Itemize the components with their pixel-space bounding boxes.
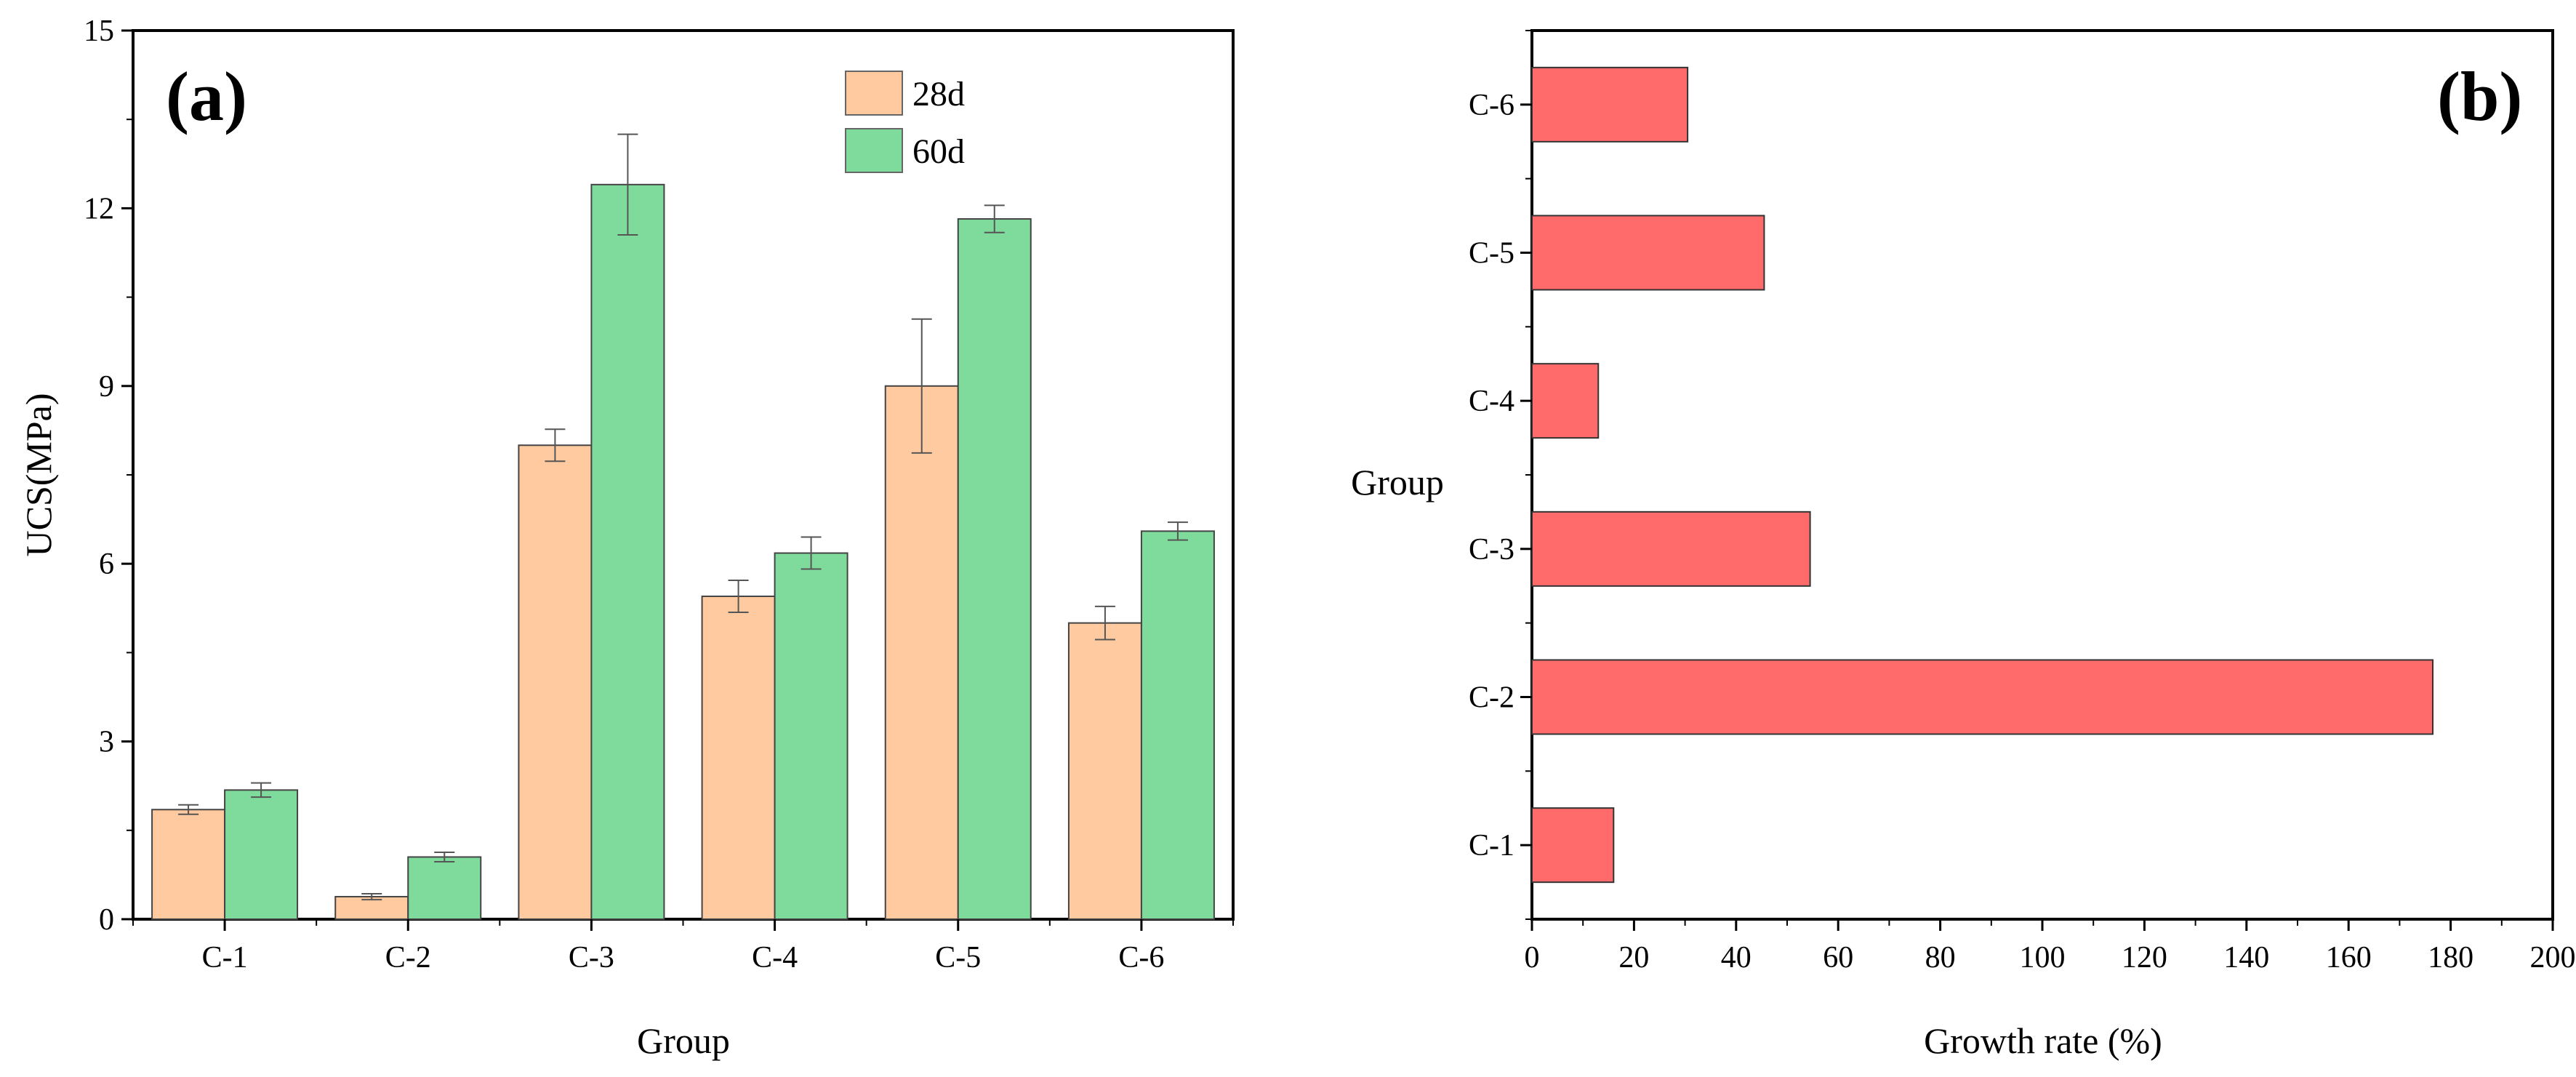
y-tick-label-15: 15 [84,15,114,48]
x-tick-label-C-4: C-4 [752,941,798,974]
bar-growth-C-5 [1531,215,1765,291]
bar-60d-C-6 [1140,530,1215,920]
panel-a-x-axis-title: Group [637,1020,730,1061]
x-tick-label-160: 160 [2326,941,2372,974]
panel-a-label: (a) [166,57,247,135]
panel-a-x-ticks: C-1 C-2 C-3 C-4 C-5 C-6 [132,919,1234,974]
x-tick-label-0: 0 [1525,941,1540,974]
y-tick-label-9: 9 [99,370,114,404]
bar-growth-C-1 [1531,807,1615,884]
y-tick-label-12: 12 [84,192,114,225]
y-tick-label-C-5: C-5 [1469,237,1514,271]
x-tick-label-80: 80 [1925,941,1956,974]
panel-b-growth-chart: 0 20 40 60 80 100 120 140 160 180 200 C-1 C-2 C-3 C-4… [1351,29,2576,1061]
y-tick-label-C-4: C-4 [1469,385,1514,418]
bar-60d-C-5 [957,218,1032,920]
x-tick-label-C-2: C-2 [385,941,431,974]
panel-b-x-axis-title: Growth rate (%) [1924,1020,2162,1061]
bar-growth-C-3 [1531,511,1811,587]
y-tick-label-0: 0 [99,903,114,937]
x-tick-label-100: 100 [2020,941,2066,974]
y-tick-label-C-2: C-2 [1469,681,1514,715]
y-tick-label-6: 6 [99,548,114,581]
y-tick-label-C-1: C-1 [1469,829,1514,862]
legend-label-60d: 60d [912,132,965,171]
x-tick-label-40: 40 [1721,941,1752,974]
panel-a-ucs-chart: 0 3 6 9 12 15 C-1 C-2 C-3 C-4 C-5 C-6 (a) Group UC… [18,15,1235,1061]
bar-60d-C-1 [224,789,299,921]
panel-b-plot-frame [1530,29,2554,921]
x-tick-label-C-1: C-1 [202,941,248,974]
x-tick-label-140: 140 [2223,941,2269,974]
x-tick-label-C-6: C-6 [1118,941,1164,974]
bar-60d-C-2 [407,856,482,920]
legend-swatch-60d [845,128,903,173]
bar-growth-C-2 [1531,659,2434,735]
y-tick-label-C-3: C-3 [1469,533,1514,566]
bar-28d-C-5 [884,385,959,920]
bar-28d-C-4 [701,596,776,920]
panel-b-x-ticks: 0 20 40 60 80 100 120 140 160 180 200 [1525,919,2576,974]
legend-swatch-28d [845,71,903,116]
panel-a-y-ticks: 0 3 6 9 12 15 [84,15,133,937]
x-tick-label-C-3: C-3 [569,941,614,974]
x-tick-label-200: 200 [2530,941,2576,974]
panel-a-y-axis-title: UCS(MPa) [18,393,59,556]
bar-28d-C-1 [151,809,226,920]
panel-a-legend: 28d 60d [845,71,965,173]
x-tick-label-120: 120 [2122,941,2167,974]
panel-b-label: (b) [2437,57,2522,135]
x-tick-label-180: 180 [2428,941,2473,974]
y-tick-label-C-6: C-6 [1469,89,1514,122]
bar-60d-C-4 [774,552,848,920]
bar-28d-C-3 [518,444,593,920]
bar-growth-C-4 [1531,363,1600,439]
panel-b-y-axis-title: Group [1351,462,1444,503]
x-tick-label-C-5: C-5 [935,941,981,974]
panel-b-y-ticks: C-1 C-2 C-3 C-4 C-5 C-6 [1469,30,1532,920]
legend-label-28d: 28d [912,75,965,113]
bar-60d-C-3 [590,183,665,920]
bar-28d-C-6 [1067,622,1142,921]
y-tick-label-3: 3 [99,726,114,759]
panel-a-bars [151,133,1215,921]
x-tick-label-60: 60 [1823,941,1853,974]
bar-growth-C-6 [1531,66,1689,143]
panel-b-bars [1531,66,2434,884]
x-tick-label-20: 20 [1618,941,1649,974]
